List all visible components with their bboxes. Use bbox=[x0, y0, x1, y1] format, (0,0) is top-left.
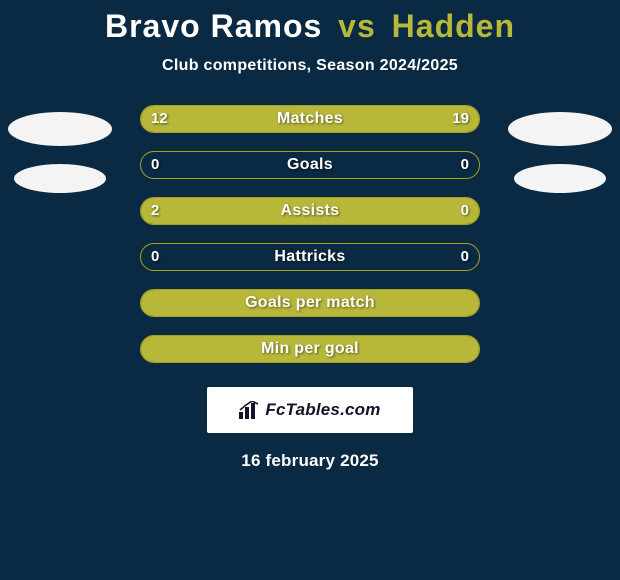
stat-row: 1219Matches bbox=[140, 105, 480, 133]
player1-badge-column bbox=[0, 105, 120, 193]
stat-label: Min per goal bbox=[141, 336, 479, 362]
infographic-root: Bravo Ramos vs Hadden Club competitions,… bbox=[0, 0, 620, 580]
fctables-inner: FcTables.com bbox=[207, 387, 413, 433]
stat-row: Min per goal bbox=[140, 335, 480, 363]
comparison-title: Bravo Ramos vs Hadden bbox=[0, 0, 620, 45]
player2-name: Hadden bbox=[392, 8, 515, 44]
chart-icon bbox=[239, 401, 259, 419]
stat-label: Goals per match bbox=[141, 290, 479, 316]
stat-label: Goals bbox=[141, 152, 479, 178]
stat-row: 00Goals bbox=[140, 151, 480, 179]
player1-photo-placeholder bbox=[8, 112, 112, 146]
stat-row: Goals per match bbox=[140, 289, 480, 317]
date-label: 16 february 2025 bbox=[0, 451, 620, 471]
vs-text: vs bbox=[338, 8, 376, 44]
player2-badge-column bbox=[500, 105, 620, 193]
stat-label: Matches bbox=[141, 106, 479, 132]
subtitle: Club competitions, Season 2024/2025 bbox=[0, 57, 620, 75]
stat-label: Hattricks bbox=[141, 244, 479, 270]
fctables-badge: FcTables.com bbox=[207, 387, 413, 433]
player1-name: Bravo Ramos bbox=[105, 8, 322, 44]
stat-label: Assists bbox=[141, 198, 479, 224]
stat-row: 20Assists bbox=[140, 197, 480, 225]
player1-club-placeholder bbox=[14, 164, 106, 193]
player2-club-placeholder bbox=[514, 164, 606, 193]
stats-area: 1219Matches 00Goals 20Assists 00Hattricks Go… bbox=[0, 105, 620, 375]
stat-row: 00Hattricks bbox=[140, 243, 480, 271]
player2-photo-placeholder bbox=[508, 112, 612, 146]
fctables-label: FcTables.com bbox=[265, 400, 380, 420]
stat-bars: 1219Matches 00Goals 20Assists 00Hattricks Go… bbox=[140, 105, 480, 381]
